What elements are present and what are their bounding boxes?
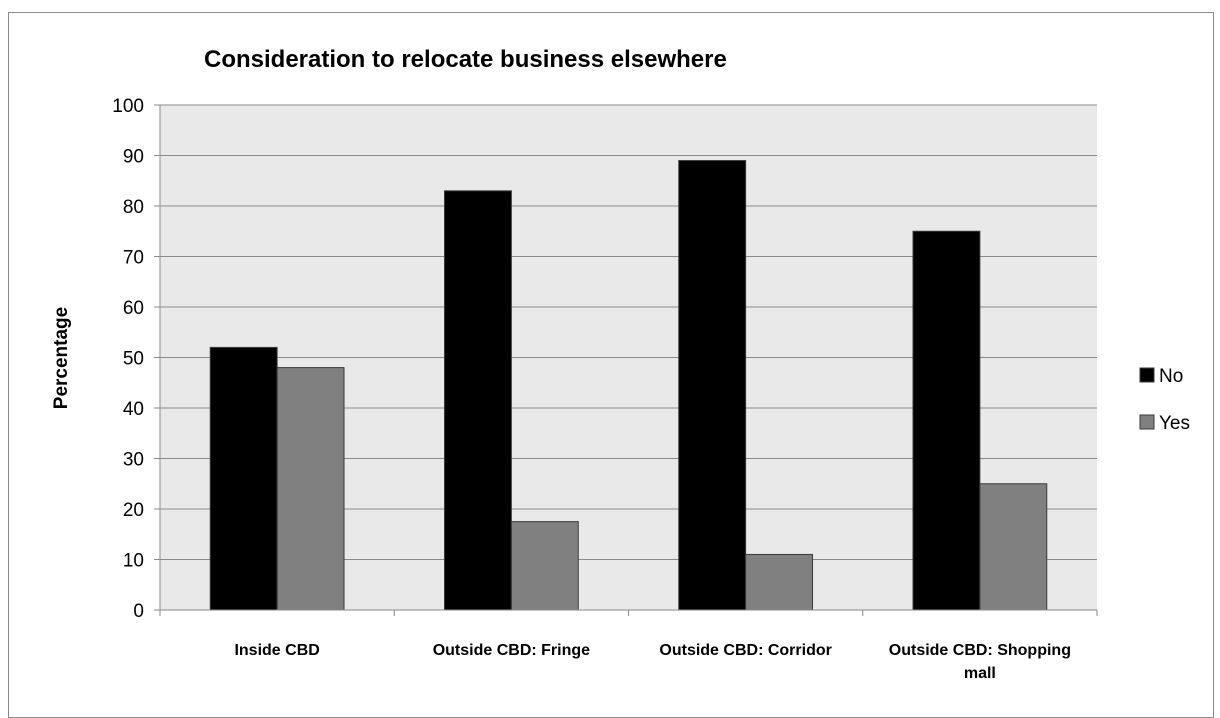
chart-title: Consideration to relocate business elsew… [204, 46, 727, 73]
y-tick-label: 50 [123, 349, 144, 370]
y-tick-label: 90 [123, 147, 144, 168]
bar-no-2 [443, 190, 512, 611]
y-tick-label: 10 [123, 551, 144, 572]
x-tick-label: Outside CBD: Shopping [889, 642, 1071, 659]
x-tick-label: Outside CBD: Corridor [659, 642, 831, 659]
bar-yes-2 [510, 521, 579, 611]
legend-label-no: No [1159, 366, 1183, 387]
y-axis-label: Percentage [51, 307, 72, 409]
bar-yes-1 [276, 367, 345, 611]
x-tick-label: Inside CBD [234, 642, 319, 659]
y-tick-label: 60 [123, 298, 144, 319]
legend-swatch-yes [1139, 414, 1155, 430]
bar-no-3 [678, 160, 747, 611]
y-tick-label: 70 [123, 248, 144, 269]
y-tick-label: 100 [112, 96, 144, 117]
bar-no-1 [209, 346, 278, 611]
y-tick-label: 30 [123, 450, 144, 471]
y-tick-label: 20 [123, 500, 144, 521]
x-tick-label: mall [964, 665, 996, 682]
y-tick-label: 40 [123, 399, 144, 420]
legend-swatch-no [1139, 367, 1155, 383]
bar-no-4 [912, 230, 981, 611]
legend-label-yes: Yes [1159, 413, 1190, 434]
x-tick-label: Outside CBD: Fringe [433, 642, 590, 659]
bar-yes-3 [745, 553, 814, 611]
y-tick-label: 0 [133, 601, 144, 622]
bar-yes-4 [979, 483, 1048, 611]
y-tick-label: 80 [123, 197, 144, 218]
